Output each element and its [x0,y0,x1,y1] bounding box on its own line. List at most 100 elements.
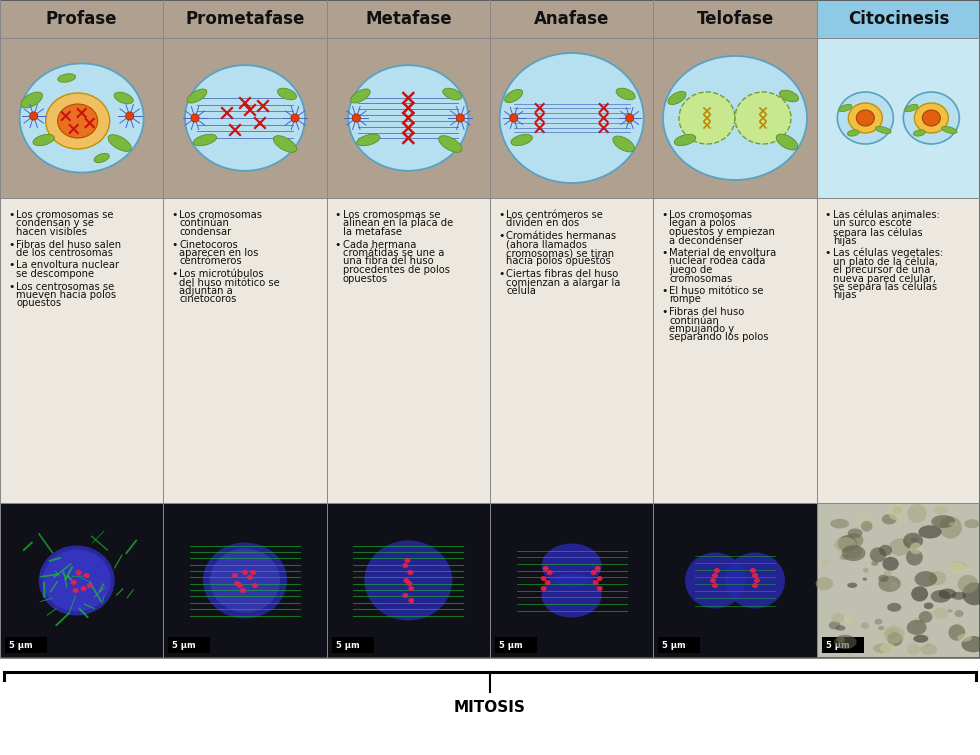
Ellipse shape [725,553,785,609]
Ellipse shape [404,578,410,583]
Text: Prometafase: Prometafase [185,10,305,28]
Ellipse shape [75,570,81,575]
Ellipse shape [906,549,923,565]
Ellipse shape [409,586,415,591]
Ellipse shape [191,114,199,122]
Ellipse shape [834,635,857,649]
Ellipse shape [887,603,902,612]
Ellipse shape [949,522,957,526]
Ellipse shape [357,134,380,146]
Text: Material de envoltura: Material de envoltura [669,248,776,258]
Ellipse shape [860,622,869,629]
Text: Profase: Profase [46,10,118,28]
Text: cromosomas: cromosomas [669,273,733,283]
Text: Los cromosomas: Los cromosomas [179,210,263,220]
Bar [490,503,654,658]
Ellipse shape [750,568,756,573]
Text: •: • [662,307,667,317]
Ellipse shape [957,575,978,593]
Ellipse shape [906,620,927,635]
Ellipse shape [939,589,956,599]
Text: dividen en dos: dividen en dos [506,218,579,229]
Text: •: • [172,269,177,279]
Ellipse shape [871,561,878,566]
Text: del huso mitótico se: del huso mitótico se [179,278,280,288]
Bar [816,503,980,658]
Ellipse shape [955,610,963,617]
Ellipse shape [510,114,517,122]
Ellipse shape [892,507,903,513]
Bar [164,38,326,198]
Ellipse shape [541,586,547,591]
Ellipse shape [837,636,845,643]
Ellipse shape [625,114,634,122]
Ellipse shape [408,570,414,575]
Ellipse shape [890,582,899,590]
Ellipse shape [351,89,370,103]
Text: El huso mitótico se: El huso mitótico se [669,286,763,296]
Text: el precursor de una: el precursor de una [833,265,930,275]
Ellipse shape [918,611,932,623]
Ellipse shape [934,506,949,514]
Ellipse shape [193,134,217,146]
Text: opuestos y empiezan: opuestos y empiezan [669,227,775,237]
Ellipse shape [939,516,962,538]
Ellipse shape [405,558,411,563]
Ellipse shape [58,74,75,82]
Ellipse shape [862,578,867,581]
Text: Fibras del huso salen: Fibras del huso salen [16,239,122,249]
Ellipse shape [714,568,720,573]
Text: •: • [498,231,505,241]
Bar [821,637,863,653]
Text: Los cromosomas: Los cromosomas [669,210,753,220]
Bar [816,0,980,38]
Text: •: • [498,210,505,220]
Ellipse shape [247,575,253,580]
Bar [659,637,701,653]
Bar [5,637,47,653]
Ellipse shape [754,578,760,583]
Text: Fibras del huso: Fibras del huso [669,307,745,317]
Text: (ahora llamados: (ahora llamados [506,239,587,249]
Ellipse shape [857,516,871,525]
Ellipse shape [870,547,886,562]
Ellipse shape [779,90,799,102]
Text: Los microtúbulos: Los microtúbulos [179,269,264,279]
Text: •: • [334,239,341,249]
Ellipse shape [878,575,889,582]
Text: Telofase: Telofase [697,10,773,28]
Ellipse shape [875,126,891,134]
Ellipse shape [848,528,862,538]
Ellipse shape [348,65,468,171]
Text: alinean en la placa de: alinean en la placa de [343,218,453,229]
Ellipse shape [857,110,874,126]
Ellipse shape [842,545,865,561]
Ellipse shape [925,643,930,646]
Bar [169,637,211,653]
Ellipse shape [685,553,745,609]
Text: nueva pared celular,: nueva pared celular, [833,273,936,283]
Ellipse shape [547,570,553,575]
Ellipse shape [353,114,361,122]
Text: 5 μm: 5 μm [662,640,686,649]
Text: Los cromosomas se: Los cromosomas se [343,210,440,220]
Ellipse shape [906,643,920,655]
Ellipse shape [403,563,409,568]
Text: Los centrosomas se: Los centrosomas se [16,282,115,291]
Text: centrómeros: centrómeros [179,257,242,267]
Ellipse shape [829,621,841,630]
Ellipse shape [957,634,972,642]
Text: •: • [8,282,15,291]
Text: un surco escote: un surco escote [833,218,911,229]
Text: Las células vegetales:: Las células vegetales: [833,248,943,258]
Ellipse shape [918,525,942,538]
Ellipse shape [210,548,280,612]
Ellipse shape [848,583,858,588]
Text: •: • [498,269,505,279]
Ellipse shape [612,136,634,152]
Bar [0,0,164,38]
Ellipse shape [882,557,899,571]
Ellipse shape [21,92,42,108]
Ellipse shape [668,91,686,105]
Ellipse shape [712,583,718,588]
